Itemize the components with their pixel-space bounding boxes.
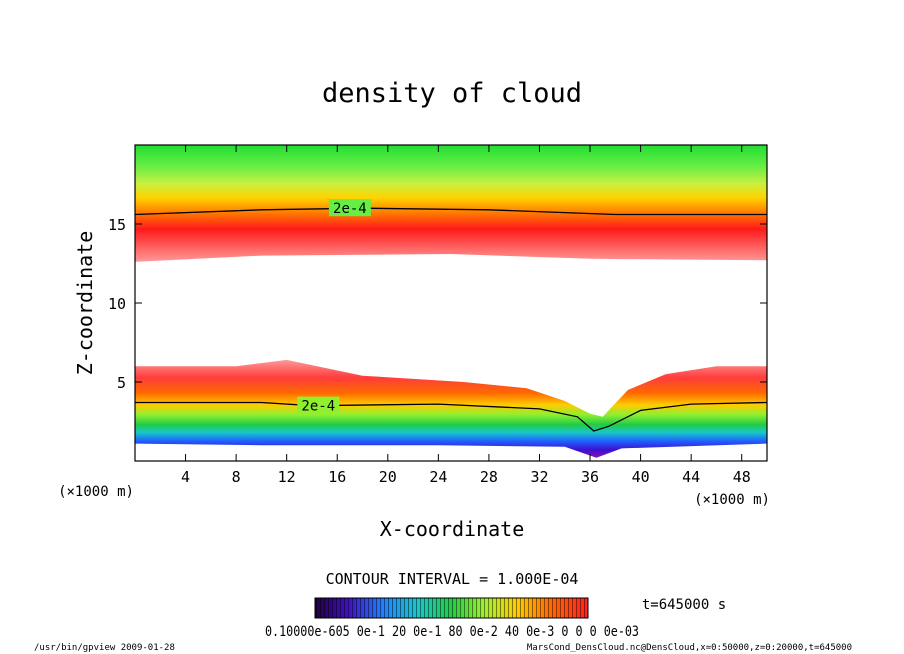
colorbar-stripes: [315, 598, 588, 618]
y-axis-label: Z-coordinate: [73, 231, 97, 376]
x-axis-label: X-coordinate: [380, 517, 525, 541]
x-tick-label: 32: [530, 468, 548, 486]
y-tick-label: 10: [108, 295, 126, 313]
contour-label-bg: [297, 396, 340, 414]
x-tick-label: 24: [429, 468, 447, 486]
time-label: t=645000 s: [642, 597, 726, 613]
x-tick-label: 40: [632, 468, 650, 486]
y-tick-label: 15: [108, 216, 126, 234]
colorbar-frame: [314, 597, 589, 619]
x-unit-right: (×1000 m): [694, 492, 770, 508]
x-tick-label: 48: [733, 468, 751, 486]
colorbar-tick-labels: 0.10000e-605 0e-1 20 0e-1 80 0e-2 40 0e-…: [265, 624, 639, 640]
x-tick-label: 12: [278, 468, 296, 486]
upper-contour-line: [135, 207, 767, 216]
chart-title: density of cloud: [322, 78, 582, 109]
footer-left: /usr/bin/gpview 2009-01-28: [34, 643, 175, 653]
footer-right: MarsCond_DensCloud.nc@DensCloud,x=0:5000…: [527, 643, 852, 653]
x-tick-label: 28: [480, 468, 498, 486]
x-tick-label: 36: [581, 468, 599, 486]
contour-label: 2e-4: [333, 201, 367, 217]
plot-area: 2e-4 2e-4: [135, 145, 767, 461]
y-tick-label: 5: [117, 374, 126, 392]
contour-interval: CONTOUR INTERVAL = 1.000E-04: [326, 570, 579, 588]
x-tick-label: 16: [328, 468, 346, 486]
contour-label: 2e-4: [301, 399, 335, 415]
x-tick-label: 20: [379, 468, 397, 486]
x-tick-label: 4: [181, 468, 190, 486]
x-unit-left: (×1000 m): [58, 484, 134, 500]
lower-contour-line: [135, 401, 767, 432]
contour-label-bg: [328, 199, 371, 217]
lower-cloud-layer: [135, 359, 767, 458]
upper-cloud-layer: [135, 145, 767, 262]
x-tick-label: 8: [232, 468, 241, 486]
x-tick-label: 44: [682, 468, 700, 486]
